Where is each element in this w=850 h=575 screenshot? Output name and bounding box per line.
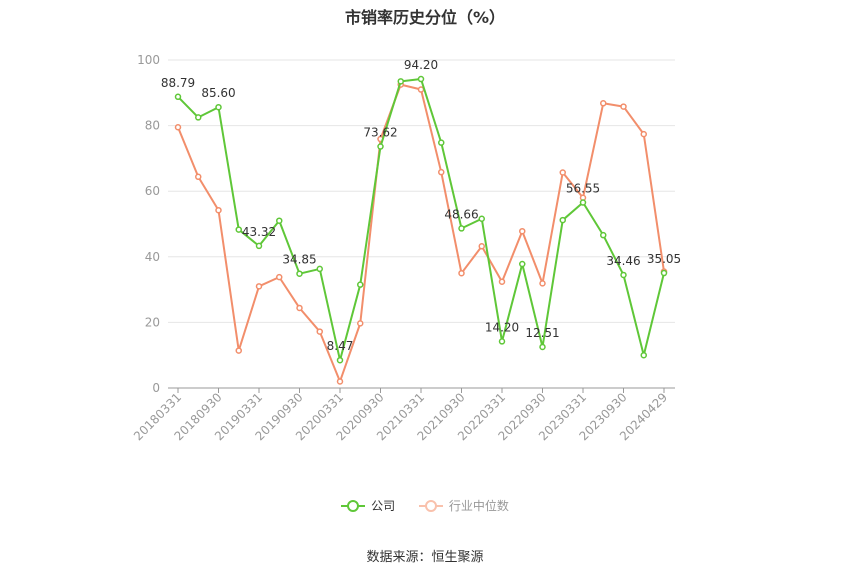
data-point-company <box>195 114 202 121</box>
data-point-company <box>600 231 607 239</box>
data-label: 8.47 <box>327 339 354 353</box>
data-label: 88.79 <box>161 76 195 90</box>
data-point-company <box>276 217 283 224</box>
data-label: 34.46 <box>606 254 640 268</box>
data-point-industry-median <box>357 320 364 327</box>
data-label: 43.32 <box>242 225 276 239</box>
data-point-industry-median <box>438 168 445 176</box>
data-point-company <box>559 216 566 224</box>
data-point-company <box>640 351 647 359</box>
data-label: 85.60 <box>201 86 235 100</box>
data-point-company <box>377 143 384 150</box>
data-point-company <box>296 270 303 277</box>
data-point-company <box>620 271 627 279</box>
data-label: 94.20 <box>404 58 438 72</box>
y-tick-label: 100 <box>137 53 160 67</box>
data-point-industry-median <box>519 227 526 235</box>
y-tick-label: 0 <box>152 381 160 395</box>
data-point-industry-median <box>174 123 182 131</box>
data-point-company <box>174 93 182 101</box>
y-tick-label: 40 <box>145 250 160 264</box>
data-label: 48.66 <box>444 207 478 221</box>
data-label: 35.05 <box>647 252 681 266</box>
y-tick-label: 60 <box>145 184 160 198</box>
series-line-company <box>177 78 665 362</box>
data-point-industry-median <box>195 173 202 181</box>
data-point-company <box>235 226 242 233</box>
data-point-industry-median <box>640 130 647 138</box>
data-point-industry-median <box>498 278 506 285</box>
data-point-company <box>417 75 425 83</box>
data-point-company <box>316 265 323 273</box>
data-point-industry-median <box>276 273 283 281</box>
legend-item-industry-median[interactable]: 行业中位数 <box>418 497 509 514</box>
legend-item-company[interactable]: 公司 <box>341 497 395 514</box>
data-point-industry-median <box>559 169 566 176</box>
data-point-company <box>438 139 445 146</box>
legend-swatch-industry-median <box>418 499 443 513</box>
data-point-company <box>660 269 668 277</box>
y-tick-label: 20 <box>145 315 160 329</box>
data-label: 12.51 <box>525 326 559 340</box>
data-point-industry-median <box>620 103 627 110</box>
data-point-company <box>336 356 344 364</box>
data-point-company <box>215 103 222 111</box>
data-point-company <box>539 343 546 351</box>
data-point-industry-median <box>600 100 607 107</box>
data-point-industry-median <box>316 328 323 335</box>
data-point-company <box>458 225 465 232</box>
legend: 公司 行业中位数 <box>0 497 850 516</box>
data-label: 34.85 <box>282 253 316 267</box>
data-source: 数据来源：恒生聚源 <box>366 550 484 565</box>
data-label: 56.55 <box>566 182 600 196</box>
chart-title: 市销率历史分位（%） <box>344 8 506 27</box>
data-point-company <box>255 242 263 250</box>
data-point-industry-median <box>478 243 485 250</box>
data-point-industry-median <box>336 378 344 385</box>
legend-swatch-company <box>341 499 366 513</box>
data-point-industry-median <box>215 206 222 214</box>
data-point-company <box>357 281 364 288</box>
data-point-industry-median <box>296 304 303 312</box>
data-point-company <box>498 338 506 345</box>
legend-label-company: 公司 <box>371 499 396 513</box>
data-point-company <box>579 199 587 206</box>
data-point-industry-median <box>458 269 465 277</box>
data-point-company <box>478 215 485 223</box>
data-point-industry-median <box>255 283 263 290</box>
data-label: 14.20 <box>485 320 519 334</box>
data-label: 73.62 <box>363 126 397 140</box>
data-point-company <box>397 78 404 85</box>
data-point-company <box>519 260 526 268</box>
y-tick-label: 80 <box>145 119 160 133</box>
legend-label-industry-median: 行业中位数 <box>448 499 509 513</box>
data-point-industry-median <box>539 280 546 287</box>
data-point-industry-median <box>235 347 242 354</box>
